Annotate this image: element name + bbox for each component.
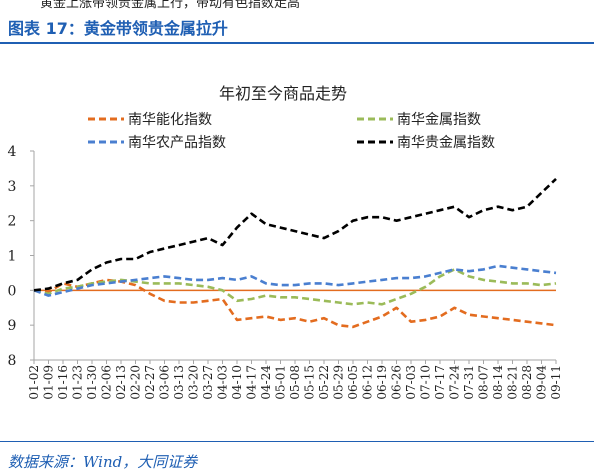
x-tick-label: 02-20 [129,365,143,400]
x-tick-label: 03-06 [158,365,172,400]
x-tick-label: 02-06 [100,365,114,400]
x-tick-label: 01-30 [85,365,99,400]
x-tick-label: 05-01 [274,365,288,400]
x-tick-label: 08-28 [520,365,534,400]
x-tick-label: 09-11 [549,365,563,400]
series-line-3 [33,264,557,297]
y-tick-label: 8 [8,353,17,369]
x-tick-label: 04-24 [259,365,273,400]
y-tick-label: 0 [8,283,17,299]
y-tick-label: 2 [8,214,17,230]
x-tick-label: 04-10 [230,365,244,400]
figure-title: 图表 17：黄金带领贵金属拉升 [8,19,228,38]
x-tick-label: 04-17 [245,365,259,400]
series-line-2 [33,268,557,306]
y-tick-label: 3 [8,179,17,195]
x-tick-label: 02-27 [143,365,157,400]
x-tick-label: 06-19 [375,365,389,400]
legend-label: 南华能化指数 [128,112,212,128]
legend-label: 南华农产品指数 [128,135,226,151]
chart-axes: 8 9 0 1 2 3 4 [8,144,556,369]
data-source: 数据来源：Wind，大同证券 [8,453,198,471]
title-rule [0,42,594,44]
cut-off-header-text: 黄金上涨带领贵金属上行，带动有色指数走高 [0,0,602,10]
x-tick-label: 06-05 [346,365,360,400]
x-tick-label: 03-20 [187,365,201,400]
x-tick-label: 02-13 [114,365,128,400]
x-tick-label: 01-09 [42,365,56,400]
x-tick-label: 05-22 [317,365,331,400]
x-tick-label: 03-27 [201,365,215,400]
x-tick-label: 08-14 [491,365,505,400]
cut-off-header-line: 黄金上涨带领贵金属上行，带动有色指数走高 [40,0,301,10]
x-tick-label: 06-12 [361,365,375,400]
x-tick-label: 07-03 [404,365,418,400]
chart-title: 年初至今商品走势 [219,84,347,103]
series-line-1 [33,278,557,329]
x-tick-label: 09-04 [535,365,549,400]
x-tick-label: 04-03 [216,365,230,400]
x-tick-label: 07-17 [433,365,447,400]
bottom-rule [0,441,594,442]
x-tick-label: 08-07 [477,365,491,400]
y-tick-label: 4 [8,144,17,160]
x-axis-labels: 01-02 01-09 01-16 01-23 01-30 02-06 02-13 02-20… [27,360,563,400]
series-line-4 [33,177,557,292]
y-tick-label: 9 [8,318,17,334]
x-tick-label: 05-15 [303,365,317,400]
x-tick-label: 05-08 [288,365,302,400]
x-tick-label: 01-16 [56,365,70,400]
x-tick-label: 07-24 [448,365,462,400]
x-tick-label: 07-10 [419,365,433,400]
legend-label: 南华金属指数 [397,112,481,128]
x-tick-label: 01-23 [71,365,85,400]
x-tick-label: 03-13 [172,365,186,400]
x-tick-label: 05-29 [332,365,346,400]
x-tick-label: 07-31 [462,365,476,400]
legend-label: 南华贵金属指数 [397,135,495,151]
x-tick-label: 01-02 [27,365,41,400]
x-tick-label: 06-26 [390,365,404,400]
y-tick-label: 1 [8,249,17,265]
chart-series [33,177,557,329]
x-tick-label: 08-21 [506,365,520,400]
